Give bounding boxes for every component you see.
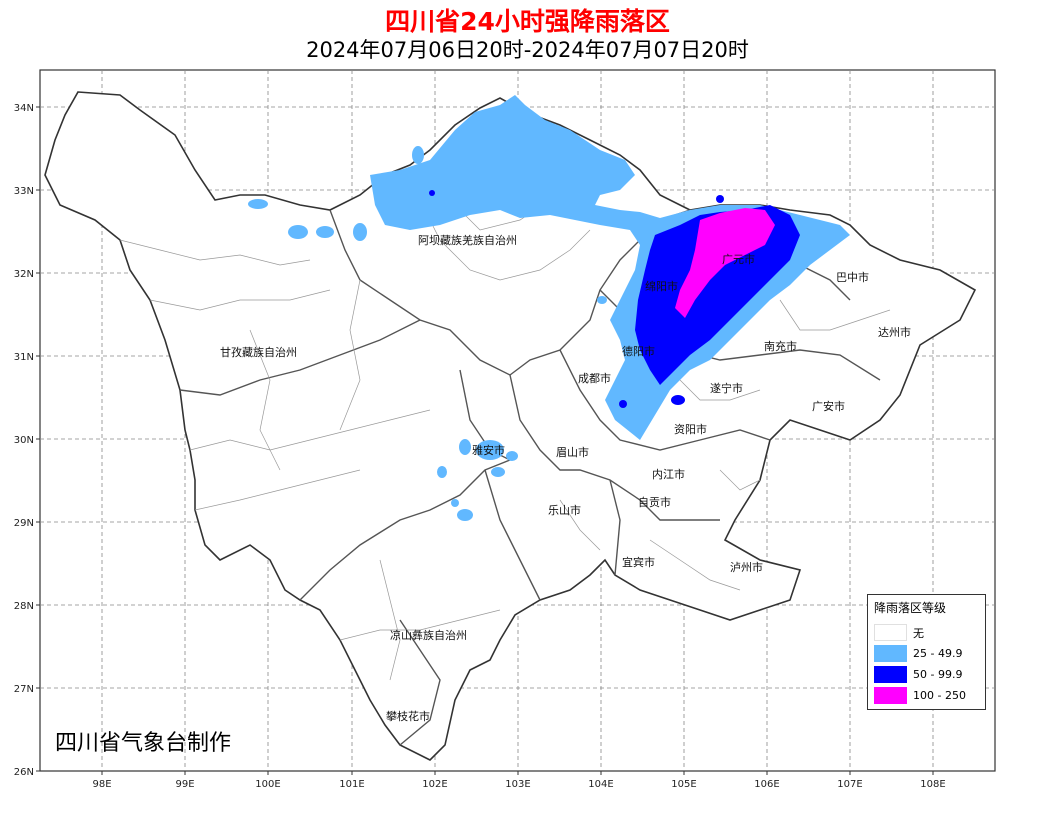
rainfall-legend: 降雨落区等级 无 25 - 49.9 50 - 99.9 100 - 250: [867, 594, 986, 710]
lat-tick-label: 30N: [14, 435, 34, 446]
rain-100-250-zone: [675, 208, 775, 318]
city-label: 广安市: [812, 399, 845, 413]
city-label: 攀枝花市: [386, 709, 430, 723]
rain-50-99.9-zone: [429, 190, 800, 408]
lat-tick-label: 29N: [14, 518, 34, 529]
lat-tick-label: 32N: [14, 269, 34, 280]
map-subtitle: 2024年07月06日20时-2024年07月07日20时: [306, 38, 749, 62]
city-label: 宜宾市: [622, 555, 655, 569]
legend-swatch: [874, 687, 907, 704]
lat-tick-label: 26N: [14, 767, 34, 778]
lat-tick-label: 28N: [14, 601, 34, 612]
lon-tick-label: 106E: [754, 779, 779, 790]
city-label: 雅安市: [472, 443, 505, 457]
city-label: 成都市: [578, 371, 611, 385]
legend-swatch: [874, 645, 907, 662]
rain-25-49.9-zone: [248, 95, 850, 521]
lon-tick-label: 108E: [920, 779, 945, 790]
legend-item-none: 无: [874, 622, 979, 643]
lon-tick-label: 100E: [255, 779, 280, 790]
city-label: 阿坝藏族羌族自治州: [418, 233, 517, 247]
lat-tick-label: 33N: [14, 186, 34, 197]
legend-label: 无: [913, 626, 924, 640]
legend-item-100: 100 - 250: [874, 685, 979, 706]
city-label: 遂宁市: [710, 381, 743, 395]
lat-tick-label: 27N: [14, 684, 34, 695]
city-label: 德阳市: [622, 344, 655, 358]
legend-swatch: [874, 666, 907, 683]
lon-tick-label: 103E: [505, 779, 530, 790]
lon-tick-label: 99E: [175, 779, 194, 790]
city-label: 资阳市: [674, 422, 707, 436]
legend-label: 100 - 250: [913, 689, 966, 702]
city-label: 凉山彝族自治州: [390, 628, 467, 642]
city-label: 绵阳市: [645, 279, 678, 293]
map-title: 四川省24小时强降雨落区: [385, 7, 670, 36]
legend-label: 50 - 99.9: [913, 668, 963, 681]
lon-tick-label: 107E: [837, 779, 862, 790]
city-label: 乐山市: [548, 503, 581, 517]
city-label: 甘孜藏族自治州: [220, 345, 297, 359]
city-label: 南充市: [764, 339, 797, 353]
lon-tick-label: 102E: [422, 779, 447, 790]
lon-tick-label: 98E: [92, 779, 111, 790]
city-label: 达州市: [878, 325, 911, 339]
city-label: 广元市: [722, 252, 755, 266]
lat-tick-label: 34N: [14, 103, 34, 114]
city-label: 内江市: [652, 467, 685, 481]
credit-text: 四川省气象台制作: [55, 731, 232, 756]
city-label: 自贡市: [638, 495, 671, 509]
legend-label: 25 - 49.9: [913, 647, 963, 660]
lat-tick-label: 31N: [14, 352, 34, 363]
lon-tick-label: 105E: [671, 779, 696, 790]
legend-item-50: 50 - 99.9: [874, 664, 979, 685]
legend-swatch: [874, 624, 907, 641]
lon-tick-label: 101E: [339, 779, 364, 790]
city-labels: 阿坝藏族羌族自治州 甘孜藏族自治州 广元市 巴中市 绵阳市 达州市 德阳市 南充…: [220, 233, 911, 723]
legend-item-25: 25 - 49.9: [874, 643, 979, 664]
lon-tick-label: 104E: [588, 779, 613, 790]
city-label: 巴中市: [836, 270, 869, 284]
city-label: 眉山市: [556, 445, 589, 459]
legend-title: 降雨落区等级: [874, 601, 947, 615]
city-label: 泸州市: [730, 560, 763, 574]
